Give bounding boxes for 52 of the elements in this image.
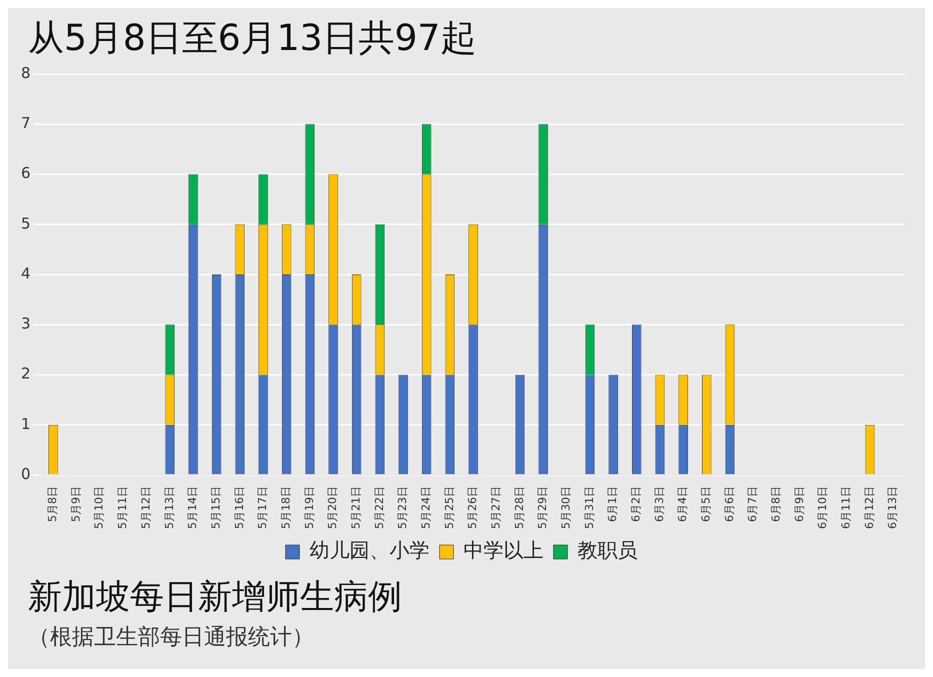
x-tick-label: 5月8日	[46, 486, 60, 522]
y-tick-label: 6	[20, 164, 31, 182]
text: （根据卫生部每日通报统计）	[27, 624, 315, 652]
y-tick-label: 5	[20, 214, 31, 232]
x-tick-label: 5月15日	[209, 486, 222, 530]
x-tick-label: 5月16日	[232, 486, 246, 530]
y-tick-label: 1	[20, 414, 31, 433]
x-tick-label: 5月26日	[466, 486, 480, 530]
legend-label: 中学以上	[464, 538, 544, 562]
x-tick-label: 6月10日	[816, 486, 830, 530]
x-tick-label: 5月12日	[139, 486, 152, 530]
x-tick-label: 5月24日	[419, 486, 432, 530]
x-tick-label: 5月20日	[326, 486, 340, 530]
legend-label: 幼儿园、小学	[310, 538, 430, 562]
x-tick-label: 6月13日	[886, 486, 900, 530]
x-tick-label: 5月29日	[536, 486, 550, 530]
x-tick-label: 6月2日	[629, 486, 642, 522]
x-tick-label: 5月19日	[302, 486, 316, 530]
x-tick-label: 5月22日	[372, 486, 386, 530]
x-tick-label: 6月7日	[746, 486, 760, 522]
x-tick-label: 6月8日	[770, 486, 783, 522]
x-tick-label: 6月4日	[676, 486, 690, 522]
x-tick-label: 6月5日	[700, 486, 712, 522]
x-tick-label: 6月1日	[606, 486, 620, 522]
x-tick-label: 5月28日	[512, 486, 526, 530]
x-tick-label: 5月11日	[116, 486, 130, 530]
x-tick-label: 6月6日	[722, 486, 736, 522]
x-tick-label: 5月25日	[442, 486, 456, 530]
x-tick-label: 6月3日	[652, 486, 666, 522]
y-tick-label: 7	[20, 114, 31, 132]
y-tick-label: 4	[20, 264, 31, 282]
x-tick-label: 5月17日	[256, 486, 270, 530]
x-tick-label: 5月14日	[186, 486, 200, 530]
x-tick-label: 5月9日	[69, 486, 82, 522]
x-tick-label: 5月23日	[396, 486, 410, 530]
y-tick-label: 2	[20, 364, 31, 383]
x-tick-label: 5月27日	[489, 486, 502, 530]
x-tick-label: 5月21日	[349, 486, 362, 530]
legend-label: 教职员	[578, 538, 638, 562]
y-tick-label: 0	[20, 464, 31, 483]
x-tick-label: 5月30日	[559, 486, 572, 530]
x-tick-label: 5月10日	[92, 486, 106, 530]
y-tick-label: 3	[20, 314, 31, 333]
text: 新加坡每日新增师生病例	[27, 576, 403, 619]
x-tick-label: 5月31日	[582, 486, 596, 530]
x-tick-label: 6月12日	[862, 486, 876, 530]
x-tick-label: 5月18日	[279, 486, 292, 530]
y-tick-label: 8	[20, 64, 31, 82]
x-tick-label: 6月11日	[840, 486, 853, 530]
x-tick-label: 6月9日	[792, 486, 806, 522]
chart-title: 从5月8日至6月13日共97起	[27, 17, 478, 61]
x-tick-label: 5月13日	[162, 486, 176, 530]
